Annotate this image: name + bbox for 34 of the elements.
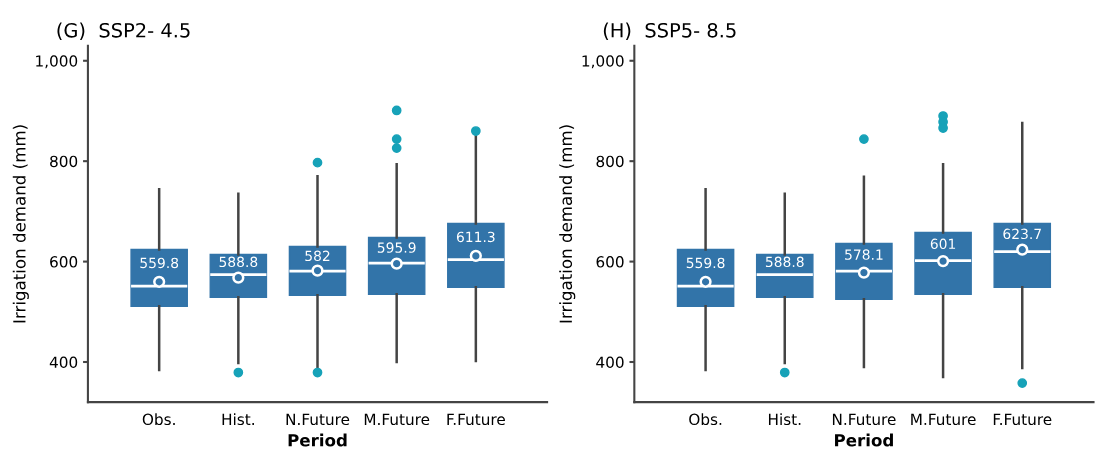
y-tick-label: 600 [50,256,78,268]
x-tick-label: Hist. [222,413,254,426]
annotation: 601 [930,238,956,250]
x-tick-label: F.Future [447,413,505,426]
x-tick-label: N.Future [286,413,350,426]
annotation: 582 [305,250,330,262]
y-axis-title: Irrigation demand (mm) [12,125,29,323]
x-tick-label: F.Future [993,413,1052,426]
y-tick-label: 1,000 [36,55,78,69]
chart-title: (G) SSP2- 4.5 [57,22,190,40]
chart-title: (H) SSP5- 8.5 [603,22,736,40]
x-axis-title: Period [835,433,893,447]
annotation: 588.8 [219,256,258,268]
x-tick-label: Obs. [142,413,175,426]
annotation: 588.8 [765,256,804,268]
x-axis-title: Period [288,433,347,447]
x-tick-label: Obs. [689,413,722,426]
annotation: 595.9 [377,242,416,253]
y-tick-label: 400 [596,356,624,369]
y-tick-label: 400 [49,356,78,369]
y-tick-label: 1,000 [582,55,624,69]
x-tick-label: Hist. [768,413,801,426]
y-tick-label: 800 [50,155,78,168]
annotation: 623.7 [1003,228,1041,240]
annotation: 611.3 [456,231,495,243]
x-tick-label: M.Future [911,413,976,426]
annotation: 559.8 [686,257,725,269]
annotation: 578.1 [845,249,883,260]
annotation: 559.8 [140,257,179,269]
y-tick-label: 800 [596,155,624,168]
x-tick-label: M.Future [364,413,430,426]
x-tick-label: N.Future [832,413,896,426]
y-tick-label: 600 [596,256,624,268]
y-axis-title: Irrigation demand (mm) [559,125,576,323]
